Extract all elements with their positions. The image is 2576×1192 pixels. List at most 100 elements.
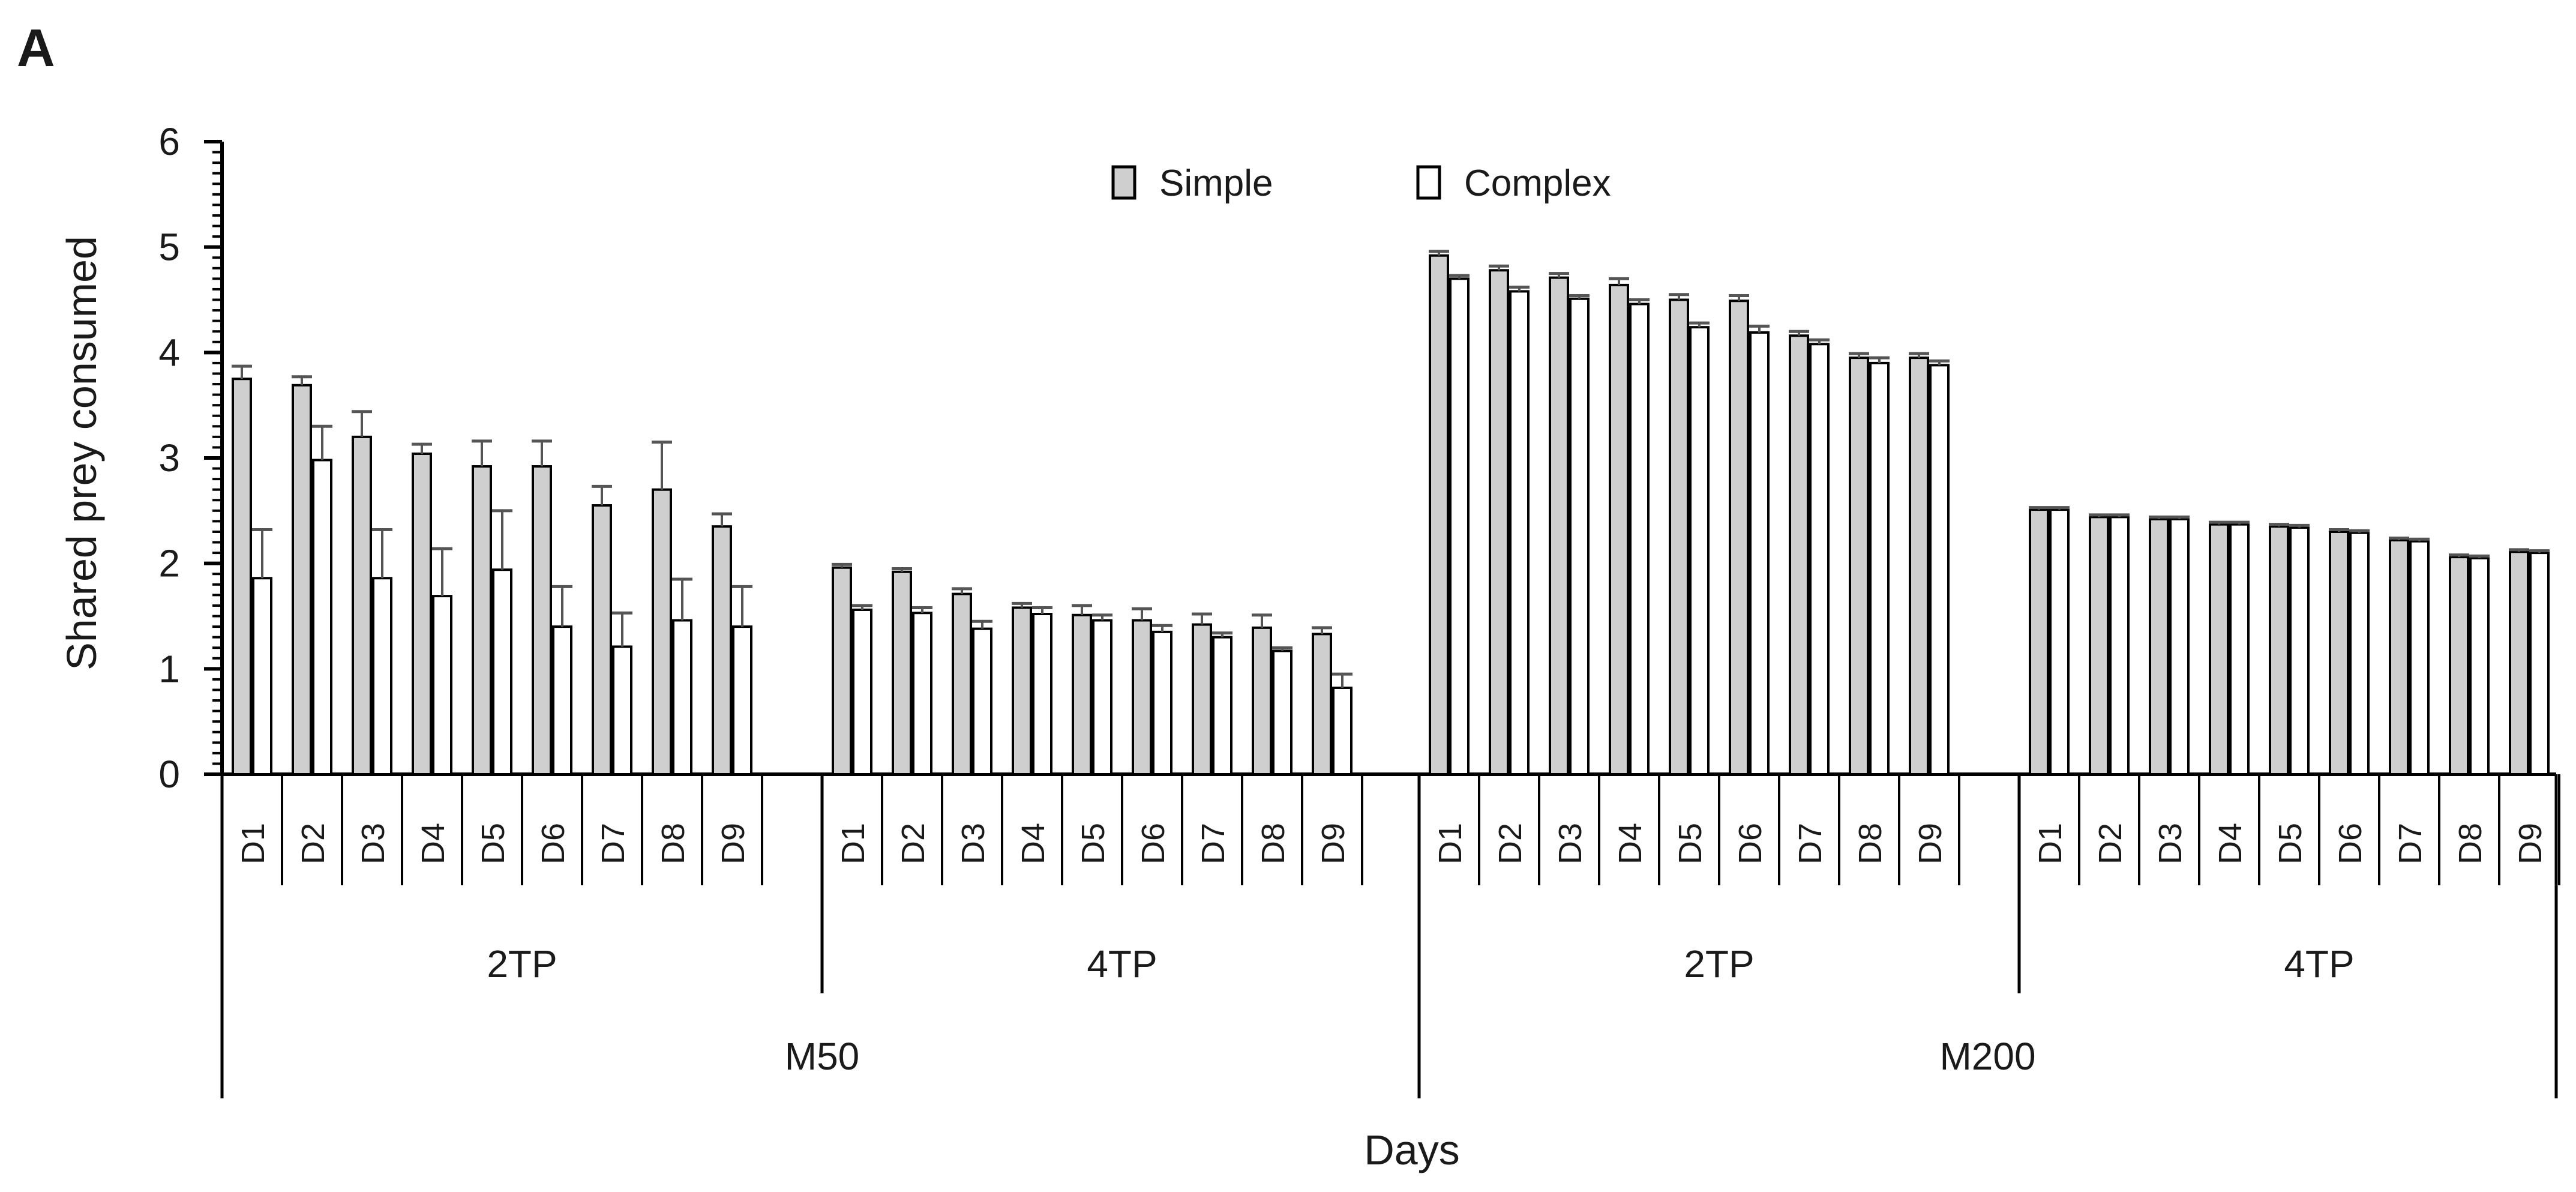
treatment-label: 4TP [1087, 942, 1157, 986]
bar-complex [1032, 612, 1052, 776]
x-tick-label: D5 [1672, 823, 1708, 864]
bar-complex [2469, 556, 2490, 776]
bar-complex [1272, 649, 1293, 775]
y-tick-label: 4 [158, 331, 180, 374]
x-tick-label: D4 [1612, 823, 1648, 864]
x-tick-label: D3 [355, 823, 391, 864]
bar-complex [912, 612, 932, 775]
bar-complex [1929, 364, 1950, 775]
bar-complex [552, 625, 572, 775]
bar-simple [412, 452, 432, 775]
bar-simple [2269, 525, 2289, 776]
bar-simple [712, 525, 732, 776]
bar-simple [1429, 254, 1449, 776]
x-tick-label: D4 [415, 823, 451, 864]
bar-complex [372, 577, 392, 775]
bar-simple [1312, 633, 1332, 775]
bar-simple [2149, 517, 2169, 775]
y-axis-title: Shared prey consumed [58, 236, 105, 670]
x-tick-label: D3 [955, 823, 991, 864]
x-tick-label: D8 [1255, 823, 1291, 864]
bars [232, 250, 2550, 776]
bar-simple [1909, 357, 1929, 775]
x-axis-title: Days [1364, 1127, 1459, 1173]
legend-swatch-complex [1416, 165, 1441, 200]
legend-swatch-simple [1111, 165, 1136, 200]
bar-simple [1789, 334, 1809, 775]
bar-complex [972, 627, 992, 775]
bar-simple [892, 570, 912, 775]
bar-simple [1192, 623, 1212, 776]
x-tick-label: D2 [2092, 823, 2128, 864]
bar-simple [952, 592, 972, 775]
treatment-label: 4TP [2284, 942, 2354, 986]
x-tick-label: D6 [1732, 823, 1768, 864]
x-tick-label: D2 [895, 823, 931, 864]
bar-complex [2229, 523, 2250, 775]
x-tick-label: D5 [1075, 823, 1111, 864]
bar-complex [1749, 331, 1770, 775]
treatment-label: 2TP [487, 942, 557, 986]
bar-complex [312, 459, 332, 775]
bar-complex [1869, 361, 1890, 775]
bar-complex [672, 619, 692, 775]
bar-simple [1012, 606, 1032, 775]
bar-complex [2049, 508, 2070, 775]
bar-simple [1609, 283, 1629, 775]
bar-complex [2349, 531, 2370, 775]
bar-complex [1809, 343, 1830, 775]
bar-complex [1332, 686, 1353, 776]
x-tick-label: D5 [475, 823, 511, 864]
x-tick-label: D9 [715, 823, 751, 864]
x-tick-label: D5 [2272, 823, 2308, 864]
y-tick-label: 2 [158, 542, 180, 585]
bar-simple [1849, 357, 1869, 775]
bar-simple [232, 378, 252, 775]
x-tick-label: D7 [1195, 823, 1231, 864]
bar-complex [1689, 326, 1710, 775]
legend-label-simple: Simple [1159, 163, 1273, 204]
bar-complex [1449, 277, 1470, 776]
model-label: M50 [785, 1035, 860, 1078]
bar-simple [352, 435, 372, 775]
bar-simple [1252, 626, 1272, 776]
bar-simple [1132, 619, 1152, 775]
bar-simple [292, 384, 312, 775]
x-tick-label: D7 [2392, 823, 2428, 864]
x-tick-label: D7 [1792, 823, 1828, 864]
x-tick-label: D2 [1492, 823, 1528, 864]
bar-complex [1629, 303, 1650, 775]
bar-simple [1729, 300, 1749, 775]
treatment-label: 2TP [1684, 942, 1754, 986]
x-tick-label: D3 [2152, 823, 2188, 864]
bar-complex [1212, 636, 1232, 775]
bar-complex [1092, 619, 1112, 775]
bar-complex [2409, 540, 2430, 775]
bar-simple [2329, 530, 2349, 775]
x-tick-label: D9 [1912, 823, 1948, 864]
bar-complex [432, 595, 452, 776]
x-tick-label: D9 [2512, 823, 2548, 864]
y-tick-label: 6 [158, 120, 180, 163]
bar-simple [472, 465, 492, 775]
x-tick-label: D8 [2452, 823, 2488, 864]
bar-simple [832, 566, 852, 776]
bar-simple [532, 465, 552, 775]
bar-complex [252, 577, 272, 775]
x-tick-label: D6 [535, 823, 571, 864]
y-tick-label: 3 [158, 436, 180, 480]
y-tick-label: 0 [158, 753, 180, 796]
y-tick-label: 5 [158, 226, 180, 269]
model-label: M200 [1939, 1035, 2035, 1078]
x-tick-label: D1 [235, 823, 271, 864]
x-tick-label: D6 [1135, 823, 1171, 864]
x-tick-label: D1 [835, 823, 871, 864]
bar-complex [1152, 630, 1172, 775]
bar-simple [1549, 276, 1569, 775]
bar-simple [2389, 539, 2409, 776]
x-tick-label: D2 [295, 823, 331, 864]
x-tick-label: D1 [2032, 823, 2068, 864]
y-tick-label: 1 [158, 647, 180, 690]
x-categories: D1 D2 D3 D4 D5 D6 D7 D8 D9 2TP D1 D2 D3 D4 D5 D6 D7 D8 D9 4… [235, 823, 2548, 1078]
